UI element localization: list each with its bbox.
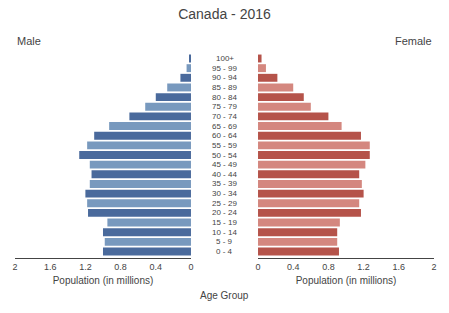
svg-text:20 - 24: 20 - 24: [212, 208, 237, 217]
svg-text:2: 2: [431, 262, 436, 272]
svg-text:0.8: 0.8: [114, 262, 127, 272]
svg-text:75 - 79: 75 - 79: [212, 102, 237, 111]
svg-text:35 - 39: 35 - 39: [212, 179, 237, 188]
svg-text:90 - 94: 90 - 94: [212, 73, 237, 82]
svg-text:40 - 44: 40 - 44: [212, 170, 237, 179]
svg-text:0.4: 0.4: [150, 262, 163, 272]
svg-text:Population (in millions): Population (in millions): [53, 275, 154, 286]
svg-text:0 - 4: 0 - 4: [216, 247, 233, 256]
svg-text:1.6: 1.6: [393, 262, 406, 272]
svg-text:Population (in millions): Population (in millions): [296, 275, 397, 286]
svg-text:30 - 34: 30 - 34: [212, 189, 237, 198]
svg-text:1.2: 1.2: [79, 262, 92, 272]
svg-text:Age Group: Age Group: [200, 290, 249, 301]
svg-text:15 - 19: 15 - 19: [212, 218, 237, 227]
svg-text:0: 0: [188, 262, 193, 272]
svg-text:1.6: 1.6: [44, 262, 57, 272]
svg-text:Canada - 2016: Canada - 2016: [178, 6, 271, 22]
svg-text:95 - 99: 95 - 99: [212, 64, 237, 73]
svg-text:10 - 14: 10 - 14: [212, 228, 237, 237]
svg-text:0: 0: [256, 262, 261, 272]
svg-text:Female: Female: [395, 35, 432, 47]
svg-text:2: 2: [12, 262, 17, 272]
svg-text:5 - 9: 5 - 9: [216, 237, 233, 246]
svg-text:0.4: 0.4: [287, 262, 300, 272]
svg-text:80 - 84: 80 - 84: [212, 93, 237, 102]
svg-text:70 - 74: 70 - 74: [212, 112, 237, 121]
svg-text:Male: Male: [17, 35, 41, 47]
svg-text:1.2: 1.2: [357, 262, 370, 272]
svg-text:50 - 54: 50 - 54: [212, 151, 237, 160]
svg-text:25 - 29: 25 - 29: [212, 199, 237, 208]
svg-text:55 - 59: 55 - 59: [212, 141, 237, 150]
svg-text:60 - 64: 60 - 64: [212, 131, 237, 140]
svg-text:85 - 89: 85 - 89: [212, 83, 237, 92]
svg-text:0.8: 0.8: [322, 262, 335, 272]
svg-text:65 - 69: 65 - 69: [212, 122, 237, 131]
svg-text:45 - 49: 45 - 49: [212, 160, 237, 169]
svg-text:100+: 100+: [216, 54, 234, 63]
